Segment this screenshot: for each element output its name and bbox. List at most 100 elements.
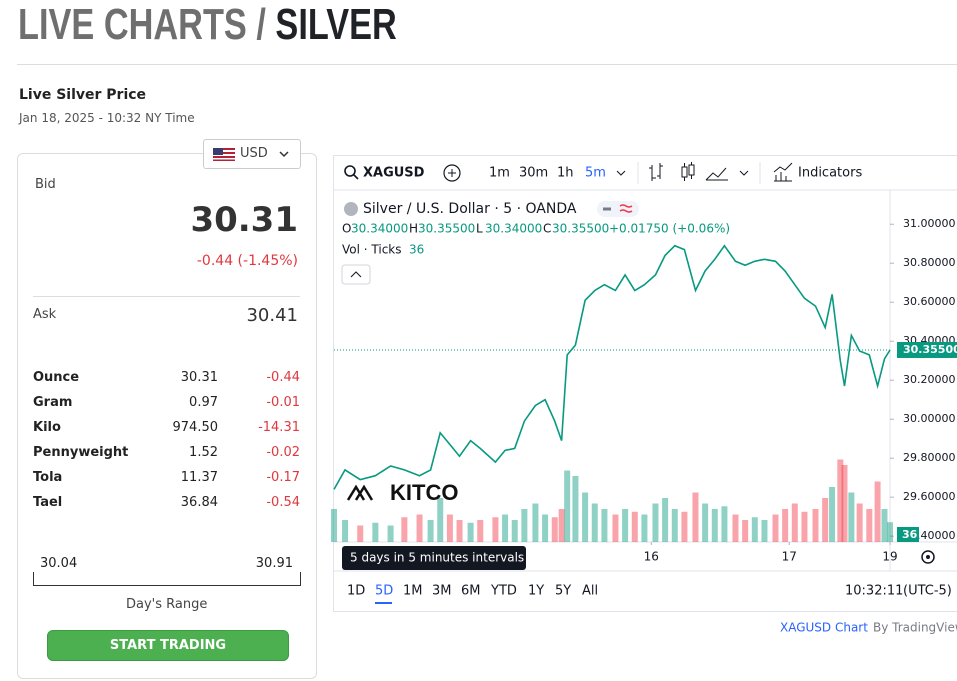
volume-bar <box>446 514 453 542</box>
range-button[interactable]: 1Y <box>528 584 544 599</box>
volume-bar <box>652 503 659 542</box>
bid-change: -0.44 (-1.45%) <box>196 253 298 269</box>
volume-bar <box>742 520 749 542</box>
indicators-icon[interactable] <box>773 162 793 182</box>
unit-change: -0.01 <box>266 395 300 410</box>
volume-bar <box>551 517 558 542</box>
volume-bar <box>502 514 509 542</box>
page-title: LIVE CHARTS / SILVER <box>18 0 397 50</box>
unit-change: -0.54 <box>266 495 300 510</box>
candles-icon[interactable] <box>681 162 695 181</box>
divider <box>33 296 300 297</box>
timezone[interactable]: (UTC-5) <box>903 584 952 599</box>
legend-title: Silver / U.S. Dollar · 5 · OANDA <box>363 201 577 217</box>
compare-button[interactable] <box>443 164 461 182</box>
ask-label: Ask <box>33 307 57 322</box>
y-tick-label: 30.00000 <box>903 412 956 425</box>
volume-bar <box>866 509 873 542</box>
volume-bar <box>848 492 855 542</box>
volume-bar <box>751 517 758 542</box>
area-icon[interactable] <box>705 167 728 181</box>
unit-name: Kilo <box>33 420 61 435</box>
range-button[interactable]: 3M <box>432 584 452 599</box>
volume-bar <box>387 525 394 542</box>
volume-bar <box>401 517 408 542</box>
interval-button[interactable]: 5m <box>585 166 606 181</box>
volume-label: Vol · Ticks <box>342 243 402 257</box>
range-button[interactable]: All <box>582 584 598 599</box>
symbol-icon <box>344 202 358 216</box>
symbol[interactable]: XAGUSD <box>363 166 425 181</box>
attribution-by: By TradingView <box>873 621 957 635</box>
volume-badge <box>897 527 919 542</box>
chevron[interactable] <box>616 170 626 176</box>
x-tick-label: 19 <box>882 550 897 564</box>
y-tick-label: 30.60000 <box>903 295 956 308</box>
ohlc-value: 30.35500 <box>552 222 609 236</box>
ohlc-key: L <box>476 222 483 236</box>
search-icon[interactable] <box>344 165 359 180</box>
volume-bar <box>342 520 349 542</box>
volume-bar <box>477 520 484 542</box>
interval-button[interactable]: 30m <box>519 166 548 181</box>
title-left: LIVE CHARTS / <box>18 0 266 49</box>
tooltip <box>342 546 526 570</box>
title-right: SILVER <box>275 0 397 49</box>
range-button[interactable]: 5D <box>375 584 393 599</box>
chevron[interactable] <box>739 170 749 176</box>
volume-bar <box>437 498 444 542</box>
bid-label: Bid <box>35 177 56 192</box>
volume-bar <box>631 511 638 542</box>
range-button[interactable]: 5Y <box>555 584 571 599</box>
y-tick-label: 29.80000 <box>903 451 956 464</box>
unit-name: Tael <box>33 495 63 510</box>
chevron <box>350 271 362 278</box>
range-high: 30.91 <box>255 556 293 571</box>
unit-name: Gram <box>33 395 73 410</box>
interval-button[interactable]: 1h <box>557 166 574 181</box>
unit-change: -0.17 <box>266 470 300 485</box>
range-button[interactable]: YTD <box>490 584 517 599</box>
interval-button[interactable]: 1m <box>489 166 510 181</box>
volume-bar <box>721 506 728 542</box>
ohlc-key: H <box>409 222 418 236</box>
start-trading-button[interactable]: START TRADING <box>47 630 289 661</box>
price-line <box>333 244 891 490</box>
flag-icon <box>213 148 235 161</box>
volume-bar <box>357 525 364 542</box>
unit-change: -14.31 <box>258 420 300 435</box>
indicators-button[interactable]: Indicators <box>798 166 862 181</box>
chevron <box>279 151 289 158</box>
volume-bar <box>887 522 893 542</box>
volume-bar <box>692 492 699 542</box>
volume-bar <box>837 459 844 542</box>
volume-bar <box>582 492 589 542</box>
volume-bar <box>467 522 474 542</box>
chart-widget <box>333 155 957 612</box>
kitco-icon <box>346 484 374 501</box>
volume-bar <box>622 509 629 542</box>
subtitle: Live Silver Price <box>19 87 147 103</box>
volume-bar <box>791 503 798 542</box>
collapse-button[interactable] <box>341 264 371 285</box>
volume-bar <box>572 476 579 542</box>
clock: 10:32:11 <box>845 584 903 599</box>
volume-bar <box>492 517 499 542</box>
volume-bar <box>681 511 688 542</box>
settings-icon[interactable] <box>921 550 935 564</box>
watermark: KITCO <box>390 480 458 505</box>
volume-bar <box>641 514 648 542</box>
volume-bar <box>427 520 434 542</box>
volume-bar <box>856 503 863 542</box>
volume-bar <box>801 511 808 542</box>
ohlc-value: 30.34000 <box>485 222 542 236</box>
range-button[interactable]: 6M <box>461 584 481 599</box>
range-button[interactable]: 1D <box>347 584 365 599</box>
range-button[interactable]: 1M <box>403 584 423 599</box>
volume-bar <box>558 509 565 542</box>
volume-bar <box>564 470 571 542</box>
currency-select[interactable]: USD <box>203 139 301 169</box>
bars-icon[interactable] <box>649 163 663 181</box>
y-tick-label: 30.20000 <box>903 373 956 386</box>
attribution-link[interactable]: XAGUSD Chart <box>780 621 868 635</box>
